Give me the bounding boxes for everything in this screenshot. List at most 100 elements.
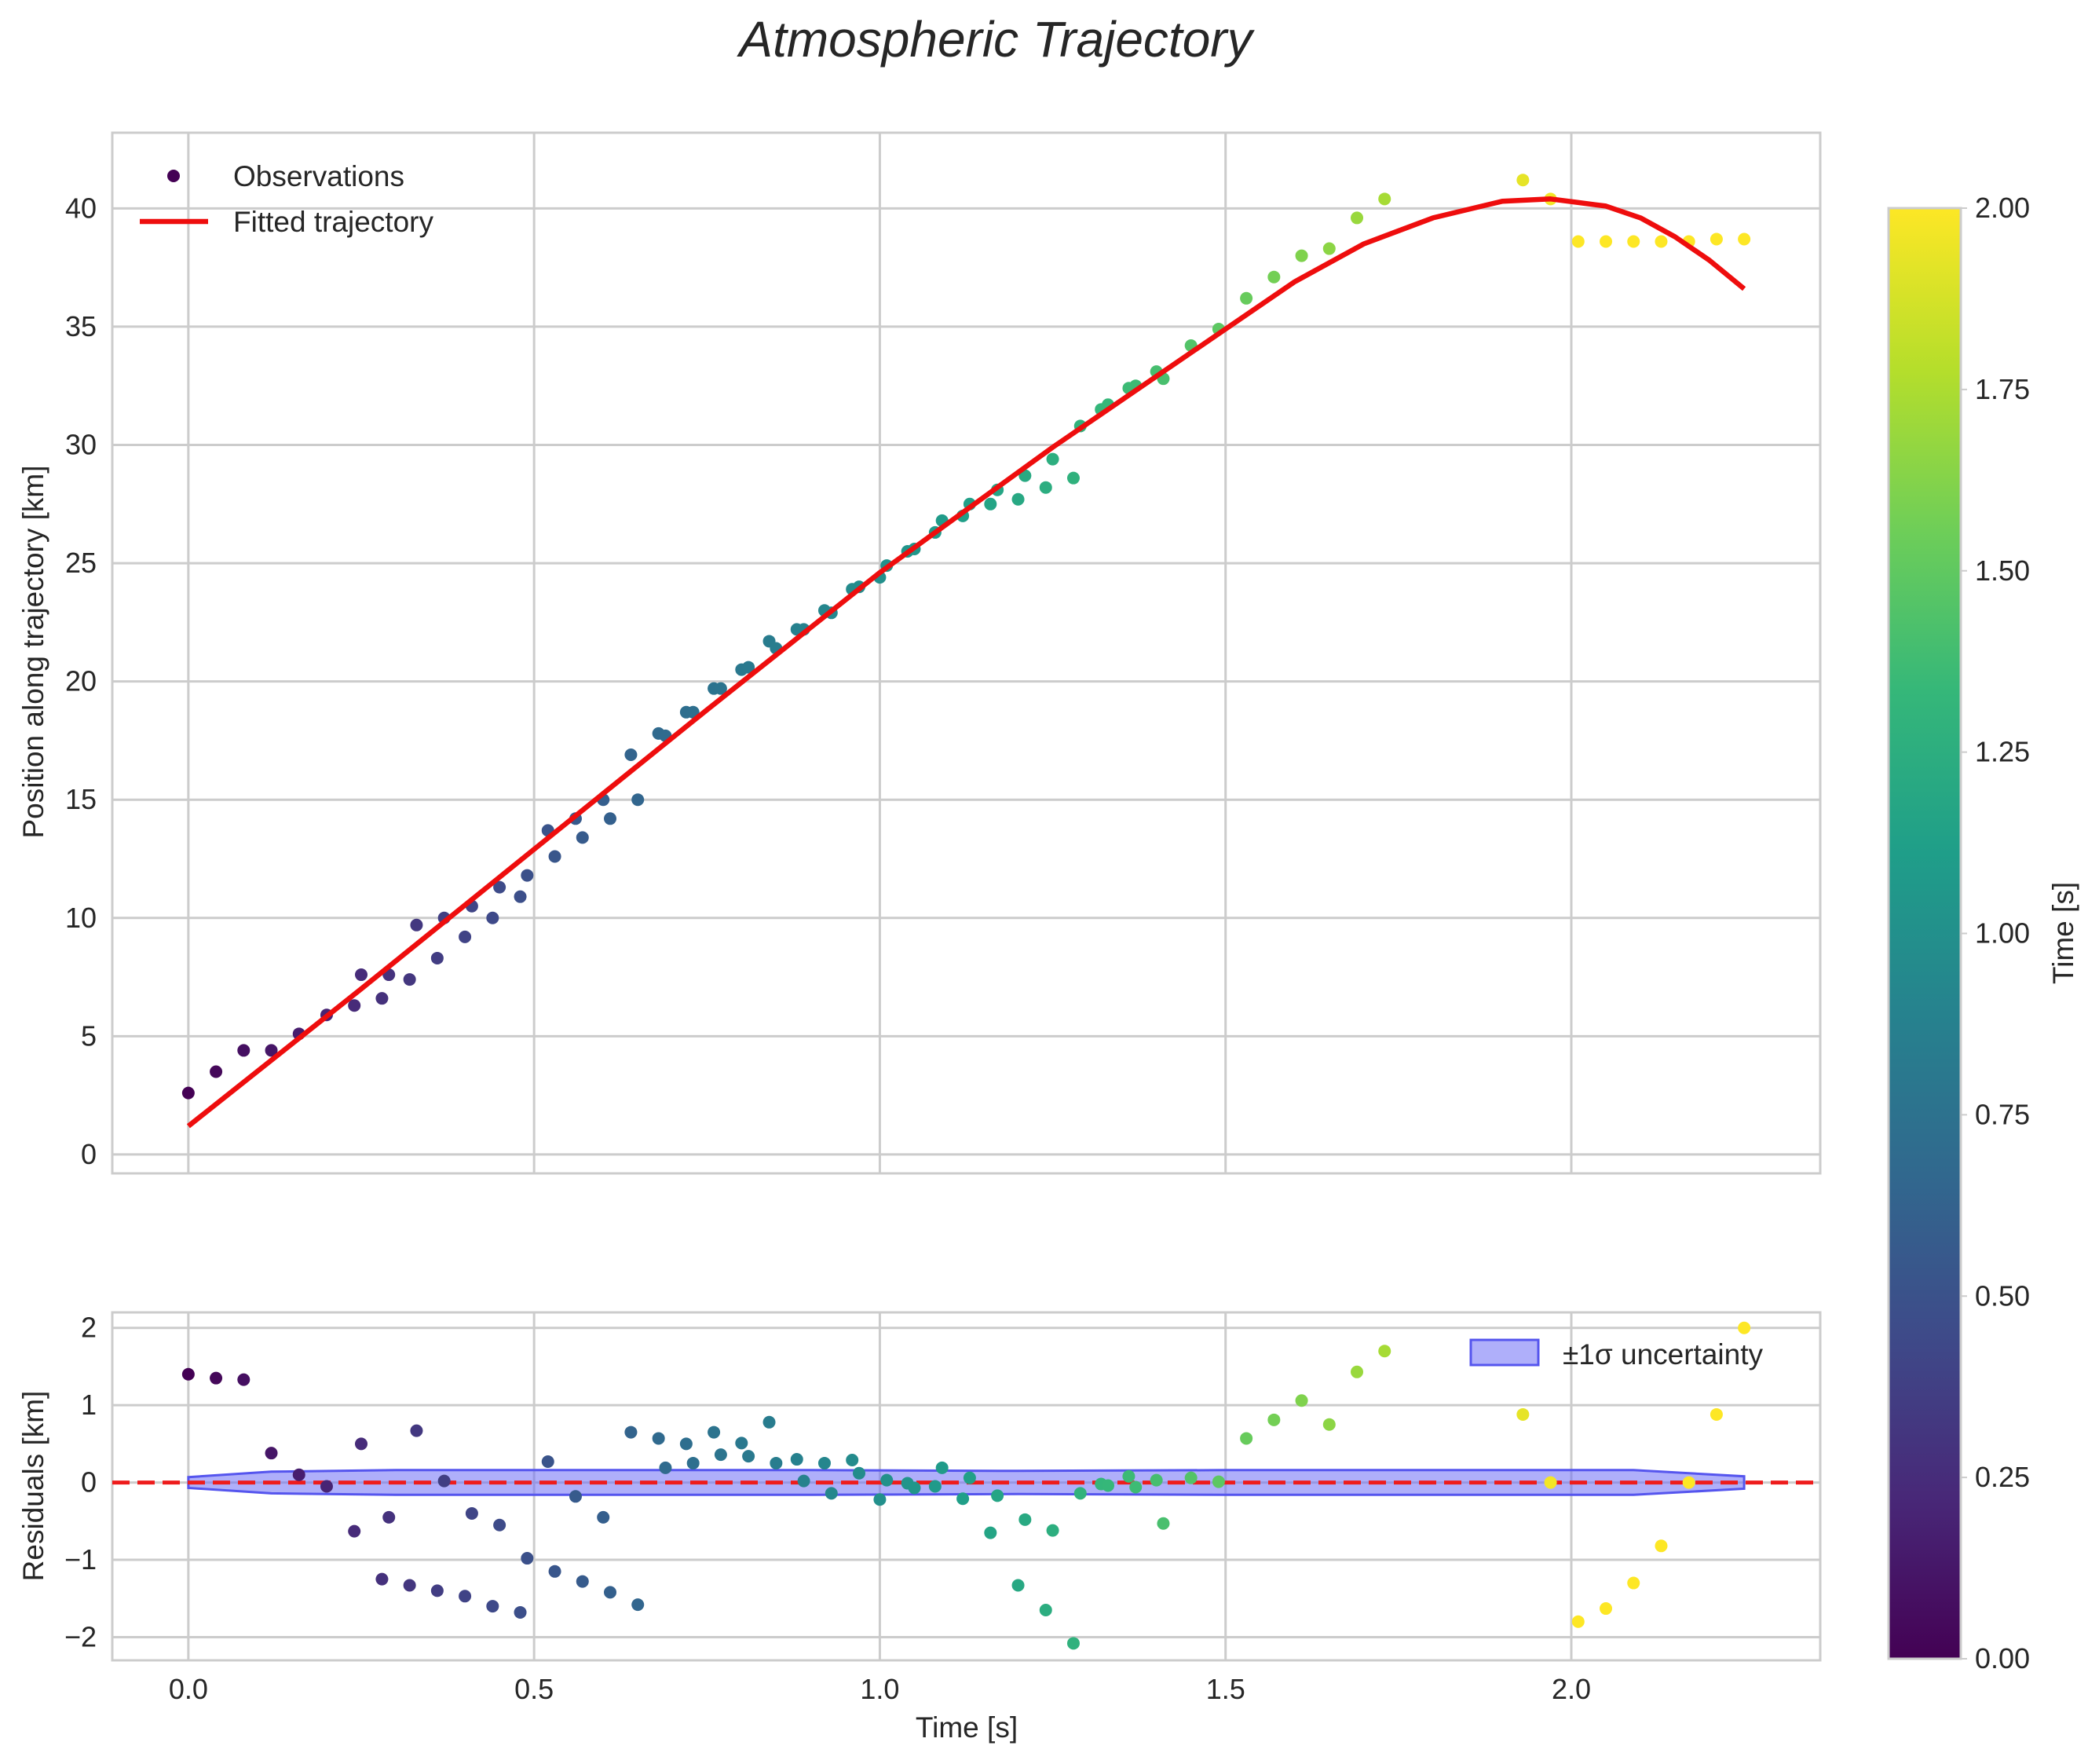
residual-point — [984, 1526, 997, 1539]
colorbar-tick-label: 0.50 — [1975, 1279, 2030, 1312]
observation-point — [1039, 481, 1052, 494]
residual-point — [1571, 1615, 1585, 1628]
residual-point — [265, 1447, 278, 1460]
observation-point — [486, 911, 499, 924]
residual-point — [410, 1424, 423, 1437]
observation-point — [514, 890, 527, 903]
colorbar-tick-label: 1.00 — [1975, 917, 2030, 950]
x-axis-ticks: 0.0 0.5 1.0 1.5 2.0 — [169, 1673, 1591, 1705]
residual-point — [1600, 1602, 1613, 1616]
observation-point — [1738, 232, 1751, 246]
observation-point — [624, 748, 638, 761]
x-tick-label: 2.0 — [1552, 1673, 1591, 1705]
observation-point — [576, 831, 589, 844]
residual-point — [714, 1448, 727, 1462]
residual-point — [437, 1474, 451, 1488]
colorbar-tick-label: 1.75 — [1975, 373, 2030, 405]
observation-point — [1655, 235, 1668, 248]
observation-point — [1295, 249, 1308, 262]
residual-point — [430, 1584, 444, 1597]
residual-point — [459, 1590, 472, 1603]
residuals-series — [181, 1321, 1751, 1650]
residual-point — [880, 1473, 894, 1487]
residual-point — [1129, 1480, 1143, 1494]
legend-uncertainty-label: ±1σ uncertainty — [1563, 1338, 1763, 1371]
residual-point — [686, 1456, 700, 1469]
fitted-trajectory-line — [186, 196, 1746, 1129]
residual-point — [320, 1480, 333, 1493]
residual-y-tick-label: 0 — [81, 1466, 97, 1499]
observations-series — [181, 174, 1751, 1100]
residual-point — [1267, 1413, 1281, 1426]
residual-point — [604, 1586, 617, 1599]
residual-point — [465, 1506, 478, 1520]
colorbar-tick-label: 1.50 — [1975, 554, 2030, 587]
observation-point — [521, 869, 534, 882]
observation-point — [237, 1044, 250, 1057]
main-y-tick-label: 25 — [65, 547, 97, 579]
observation-point — [631, 793, 645, 807]
observation-point — [430, 951, 444, 964]
residual-point — [355, 1437, 368, 1451]
observation-point — [1516, 174, 1530, 187]
observation-point — [742, 661, 755, 674]
colorbar: 0.00 0.25 0.50 0.75 1.00 1.25 1.50 1.75 2.00 Tim… — [1887, 192, 2079, 1674]
x-tick-label: 0.5 — [514, 1673, 554, 1705]
colorbar-tick-label: 0.25 — [1975, 1461, 2030, 1493]
main-legend: Observations Fitted trajectory — [140, 160, 433, 238]
main-frame — [111, 131, 1822, 1175]
residual-point — [1184, 1471, 1198, 1484]
observation-point — [1011, 492, 1025, 506]
observation-point — [1066, 471, 1080, 485]
main-y-tick-label: 40 — [65, 192, 97, 224]
colorbar-gradient — [1889, 208, 1961, 1659]
residual-point — [1073, 1487, 1087, 1500]
residual-point — [1011, 1579, 1025, 1592]
observation-point — [459, 930, 472, 943]
residual-point — [569, 1490, 582, 1503]
residual-y-tick-label: −1 — [64, 1543, 97, 1576]
residual-point — [1351, 1365, 1364, 1378]
residual-point — [1039, 1604, 1052, 1617]
residual-point — [624, 1425, 638, 1439]
observation-point — [1267, 270, 1281, 284]
colorbar-ticks: 0.00 0.25 0.50 0.75 1.00 1.25 1.50 1.75 2.00 — [1961, 192, 2030, 1674]
colorbar-tick-label: 0.75 — [1975, 1098, 2030, 1130]
observation-point — [1240, 291, 1253, 305]
observation-point — [265, 1044, 278, 1057]
main-y-tick-label: 5 — [81, 1019, 97, 1052]
observation-point — [1322, 242, 1336, 255]
legend-fitted-trajectory-label: Fitted trajectory — [233, 206, 433, 238]
residual-point — [631, 1598, 645, 1612]
x-tick-label: 1.0 — [860, 1673, 899, 1705]
residual-point — [742, 1450, 755, 1463]
residual-point — [762, 1415, 776, 1429]
residual-point — [597, 1510, 610, 1524]
residual-point — [825, 1487, 838, 1500]
residual-y-tick-label: −2 — [64, 1620, 97, 1652]
residual-point — [679, 1437, 693, 1451]
observation-point — [1378, 192, 1391, 206]
residual-point — [493, 1518, 506, 1532]
legend-observations-label: Observations — [233, 160, 404, 192]
legend-uncertainty-marker — [1469, 1338, 1540, 1367]
residual-point — [1655, 1539, 1668, 1553]
residual-point — [348, 1524, 361, 1538]
residual-point — [1322, 1418, 1336, 1431]
main-y-tick-label: 0 — [81, 1138, 97, 1170]
residual-point — [797, 1474, 810, 1488]
residual-y-ticks: −2 −1 0 1 2 — [64, 1312, 97, 1653]
observation-point — [1627, 235, 1640, 248]
colorbar-tick-label: 0.00 — [1975, 1642, 2030, 1674]
residual-point — [576, 1575, 589, 1588]
observation-point — [355, 968, 368, 982]
residual-point — [928, 1480, 942, 1493]
observation-point — [1571, 235, 1585, 248]
residual-point — [486, 1600, 499, 1613]
residual-point — [1212, 1475, 1225, 1488]
residual-point — [735, 1436, 748, 1450]
residual-point — [935, 1461, 949, 1474]
residual-point — [659, 1461, 672, 1474]
residual-point — [521, 1552, 534, 1565]
observation-point — [548, 850, 561, 863]
